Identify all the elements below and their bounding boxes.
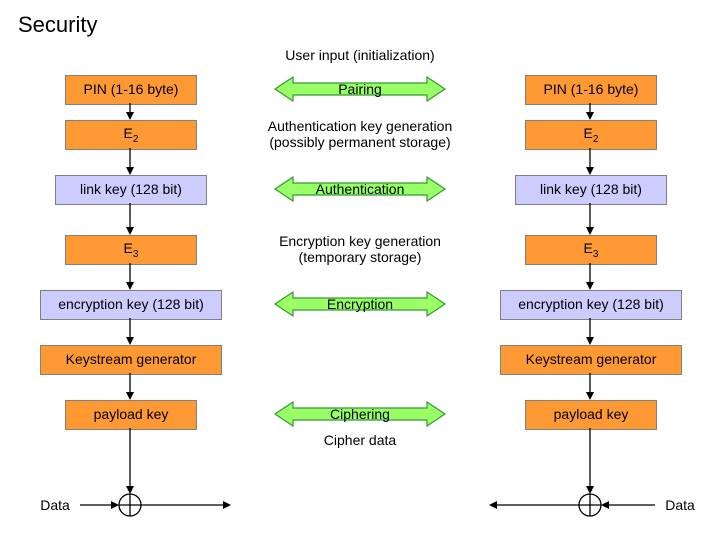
left-box-5: Keystream generator [40,345,222,375]
right-box-2: link key (128 bit) [515,175,667,205]
diagram-root: { "title": "Security", "colors": { "oran… [0,0,720,540]
center-label-cipherdata: Cipher data [300,432,420,448]
center-label-enckeygen: Encryption key generation (temporary sto… [250,233,470,265]
svg-text:Pairing: Pairing [338,81,382,97]
page-title: Security [18,12,97,38]
right-box-0: PIN (1-16 byte) [525,75,657,105]
right-box-4: encryption key (128 bit) [500,290,682,320]
svg-text:Ciphering: Ciphering [330,406,390,422]
left-box-2: link key (128 bit) [55,175,207,205]
right-box-1: E2 [525,120,657,150]
left-box-4: encryption key (128 bit) [40,290,222,320]
left-box-1: E2 [65,120,197,150]
svg-text:Authentication: Authentication [316,181,405,197]
data-right-label: Data [655,497,705,513]
center-label-userinput: User input (initialization) [250,47,470,63]
right-box-6: payload key [525,400,657,430]
right-box-5: Keystream generator [500,345,682,375]
svg-text:Encryption: Encryption [327,296,393,312]
left-box-6: payload key [65,400,197,430]
center-label-authkeygen: Authentication key generation (possibly … [245,118,475,150]
left-box-0: PIN (1-16 byte) [65,75,197,105]
data-left-label: Data [30,497,80,513]
right-box-3: E3 [525,235,657,265]
left-box-3: E3 [65,235,197,265]
